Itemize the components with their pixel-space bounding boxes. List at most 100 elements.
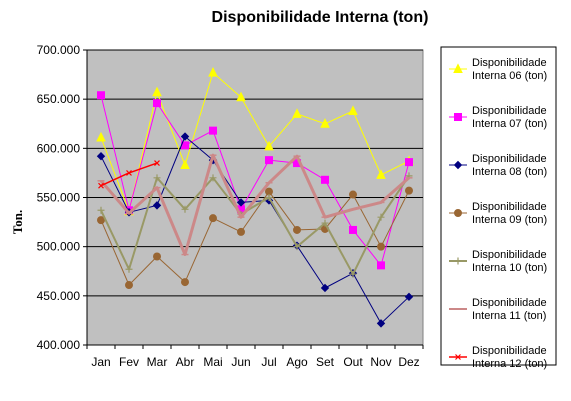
data-point [349,270,357,278]
data-point [154,160,160,167]
data-point [321,219,329,227]
legend-label: Interna 12 (ton) [472,358,547,370]
y-tick-label: 650.000 [37,92,81,106]
legend-swatch-marker [454,257,462,265]
legend-label: Disponibilidade [472,57,547,69]
x-tick-label: Jun [231,355,250,369]
y-tick-label: 500.000 [37,240,81,254]
data-point [97,216,105,225]
data-point [125,265,133,273]
data-point [236,91,246,102]
data-point [181,205,189,213]
x-tick-label: Abr [176,355,195,369]
data-point [236,198,246,207]
x-tick-label: Nov [370,355,391,369]
data-point [405,158,413,167]
series-line [100,95,410,266]
legend-box [440,46,557,366]
data-point [97,91,105,100]
data-point [152,201,162,210]
legend-label: Disponibilidade [472,105,547,117]
data-point [237,227,245,236]
legend-label: Disponibilidade [472,153,547,165]
data-point [180,159,190,170]
y-tick-label: 600.000 [37,141,81,155]
data-point [293,243,301,251]
legend-swatch-marker [453,160,463,170]
legend-label: Interna 07 (ton) [472,118,547,130]
data-point [320,283,330,293]
data-point [321,175,329,184]
data-point [377,213,385,221]
data-point [376,169,386,179]
data-point [181,278,189,287]
legend-label: Disponibilidade [472,201,547,213]
data-point [377,242,385,251]
data-point [125,281,133,290]
x-tick-label: Set [316,355,335,369]
legend-label: Interna 09 (ton) [472,214,547,226]
data-point [349,190,357,199]
data-point [348,105,358,115]
legend-label: Disponibilidade [472,297,547,309]
data-point [153,174,161,182]
legend-label: Interna 10 (ton) [472,262,547,274]
legend-label: Disponibilidade [472,249,547,261]
legend-label: Interna 06 (ton) [472,70,547,82]
legend-swatch-marker [453,63,463,73]
data-point [377,261,385,270]
data-point [208,66,218,77]
y-axis-label: Ton. [10,210,25,234]
data-point [153,99,161,108]
data-point [180,132,190,141]
data-point [153,252,161,261]
legend-label: Interna 08 (ton) [472,166,547,178]
x-tick-label: Fev [119,355,139,369]
legend-label: Disponibilidade [472,345,547,357]
data-point [265,156,273,165]
data-point [97,206,105,214]
data-point [209,174,217,182]
data-point [96,131,106,142]
y-tick-label: 700.000 [37,43,81,57]
data-point [265,194,273,201]
series-line [100,72,410,212]
y-tick-label: 400.000 [37,338,81,352]
series-2 [97,91,413,270]
series-6 [97,153,413,256]
data-point [98,182,104,189]
legend-label: Interna 11 (ton) [472,310,546,322]
x-tick-label: Ago [286,355,308,369]
x-tick-label: Mar [147,355,168,369]
series-7 [98,160,160,189]
x-tick-label: Dez [398,355,419,369]
x-tick-label: Out [343,355,363,369]
data-point [96,151,106,161]
data-point [209,126,217,135]
data-point [126,169,132,176]
data-point [292,108,302,118]
data-point [405,186,413,195]
legend-swatch-marker [455,354,461,360]
series-line [100,190,410,286]
y-tick-label: 450.000 [37,289,81,303]
data-point [293,225,301,234]
data-point [264,140,274,151]
series-line [99,153,410,256]
series-4 [97,186,413,290]
x-tick-label: Mai [203,355,222,369]
legend-swatch-marker [454,209,462,217]
data-point [376,319,386,328]
legend-swatch-marker [454,113,462,121]
x-tick-label: Jul [261,355,276,369]
x-tick-label: Jan [91,355,110,369]
data-point [152,86,162,97]
